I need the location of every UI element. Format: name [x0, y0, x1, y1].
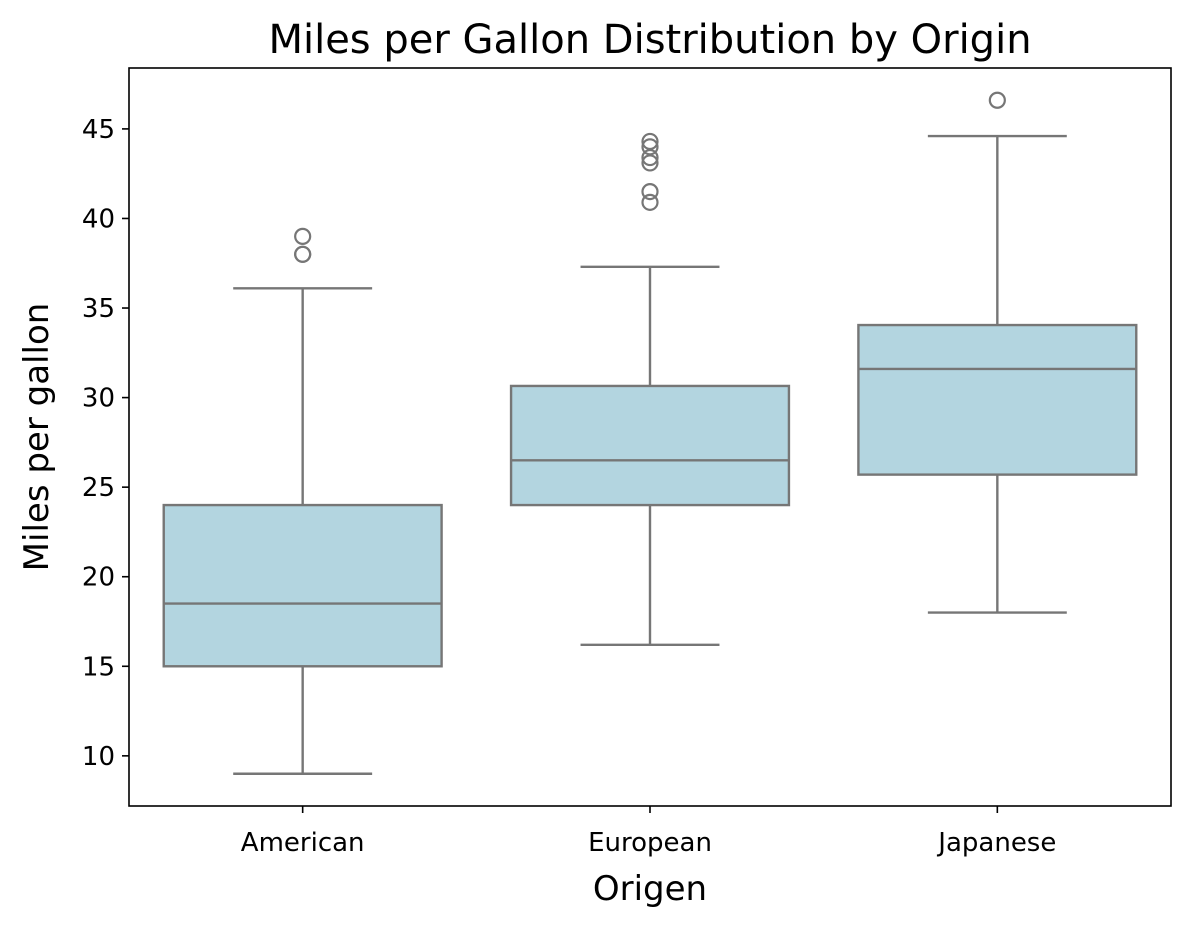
x-tick-label: Japanese [936, 828, 1056, 858]
chart-title: Miles per Gallon Distribution by Origin [268, 17, 1031, 63]
y-tick-label: 10 [82, 742, 115, 772]
x-axis-title: Origen [593, 869, 707, 909]
y-tick-label: 45 [82, 115, 115, 145]
plot-marks: 10 15 20 25 30 35 40 45 American European Japanese [82, 91, 1138, 858]
y-tick-label: 20 [82, 563, 115, 593]
outlier-point [988, 91, 1006, 109]
y-tick-label: 25 [82, 473, 115, 503]
iqr-box [509, 384, 791, 507]
x-tick-label: European [588, 828, 712, 858]
plot-frame [128, 67, 1172, 807]
outlier-point [294, 227, 312, 245]
outlier-point [641, 154, 659, 172]
x-tick-label: American [241, 828, 365, 858]
y-tick-label: 40 [82, 204, 115, 234]
outlier-point [641, 148, 659, 167]
iqr-box [857, 323, 1138, 476]
outlier-point [294, 245, 312, 263]
y-tick-label: 15 [82, 652, 115, 682]
outlier-point [641, 193, 659, 211]
y-tick-label: 30 [82, 384, 115, 414]
y-axis-title: Miles per gallon [17, 303, 57, 572]
iqr-box [162, 503, 443, 668]
outlier-point [641, 182, 659, 201]
outlier-point [641, 138, 659, 156]
y-tick-label: 35 [82, 294, 115, 324]
outlier-point [641, 132, 659, 151]
